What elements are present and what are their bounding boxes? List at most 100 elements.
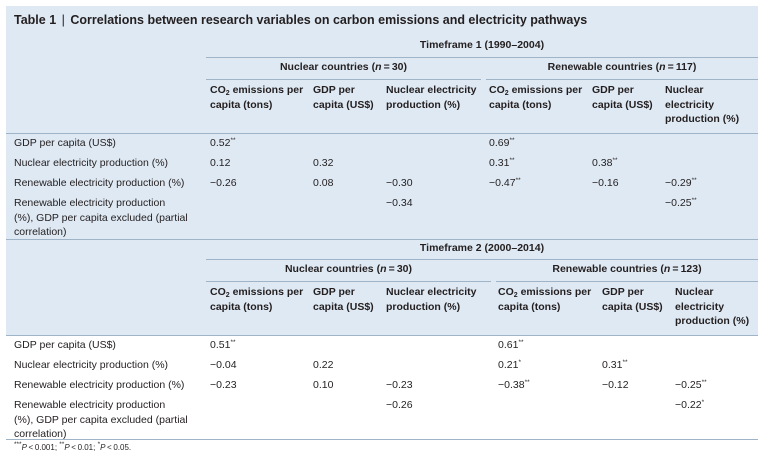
table-cell: 0.22 <box>313 358 333 373</box>
cell-value: −0.23 <box>386 379 413 391</box>
co2-text: CO <box>210 286 226 298</box>
table-cell: 0.08 <box>313 176 333 191</box>
group-close: ) <box>692 61 697 73</box>
eq-sign: = <box>665 61 676 73</box>
table-cell: 0.38** <box>592 156 618 171</box>
row-label-text: Renewable electricity production (%) <box>14 177 185 189</box>
n-letter: n <box>659 61 666 73</box>
cell-value: 0.38 <box>592 157 613 169</box>
row-label-text: GDP per capita (US$) <box>14 137 116 149</box>
group-prefix: Nuclear countries ( <box>279 61 376 73</box>
significance-marker: ** <box>691 197 697 204</box>
group-prefix: Renewable countries ( <box>552 263 664 275</box>
significance-marker: ** <box>622 359 628 366</box>
row-label-text: correlation) <box>14 428 67 440</box>
group-close: ) <box>403 61 408 73</box>
table-cell: −0.30 <box>386 176 413 191</box>
co2-text: CO <box>210 84 226 96</box>
cell-value: −0.23 <box>210 379 237 391</box>
co2-subscript: 2 <box>513 292 518 299</box>
nuc-text: production (%) <box>386 300 461 313</box>
cell-value: 0.31 <box>489 157 510 169</box>
rule <box>496 281 758 282</box>
footnote-stars: * <box>97 441 101 448</box>
table-title-bar: Table 1 | Correlations between research … <box>6 6 758 34</box>
table-cell: −0.29** <box>665 176 697 191</box>
cell-value: −0.38 <box>498 379 525 391</box>
group-prefix: Nuclear countries ( <box>284 263 381 275</box>
footnote-p: P <box>100 443 106 452</box>
cell-value: 0.12 <box>210 157 231 169</box>
table-cell: −0.25** <box>665 196 697 211</box>
col-head-co2-tf2-nuc: CO2 emissions per capita (tons) <box>210 285 303 314</box>
cell-value: −0.29 <box>665 177 692 189</box>
col-head-co2-tf2-ren: CO2 emissions per capita (tons) <box>498 285 591 314</box>
rule <box>206 281 491 282</box>
footnote-text: < 0.05. <box>105 443 132 452</box>
cell-value: −0.34 <box>386 197 413 209</box>
row-label: Nuclear electricity production (%) <box>14 156 168 171</box>
co2-subscript: 2 <box>225 90 230 97</box>
table-cell: 0.10 <box>313 378 333 393</box>
cell-value: 0.32 <box>313 157 334 169</box>
rule <box>486 79 758 80</box>
row-label: Renewable electricity production (%) <box>14 378 184 393</box>
gdp-text: capita (US$) <box>313 98 374 111</box>
significance-marker: ** <box>509 157 515 164</box>
gdp-text: GDP per <box>313 84 355 96</box>
co2-text: capita (tons) <box>210 98 273 111</box>
significance-marker: ** <box>515 177 521 184</box>
col-head-gdp-tf1-ren: GDP per capita (US$) <box>592 83 653 112</box>
significance-marker: ** <box>701 379 707 386</box>
table-cell: 0.12 <box>210 156 230 171</box>
cell-value: 0.08 <box>313 177 334 189</box>
nuc-text: Nuclear <box>675 286 714 298</box>
co2-text: capita (tons) <box>210 300 273 313</box>
table-cell: 0.32 <box>313 156 333 171</box>
table-cell: −0.22* <box>675 398 704 413</box>
cell-value: −0.30 <box>386 177 413 189</box>
gdp-text: capita (US$) <box>313 300 374 313</box>
row-label-text: Renewable electricity production <box>14 197 166 209</box>
table-cell: 0.61** <box>498 338 524 353</box>
n-letter: n <box>375 61 382 73</box>
table-cell: 0.31** <box>602 358 628 373</box>
cell-value: −0.26 <box>386 399 413 411</box>
table-cell: 0.69** <box>489 136 515 151</box>
row-label: GDP per capita (US$) <box>14 136 116 151</box>
table-cell: −0.12 <box>602 378 629 393</box>
rule <box>206 79 481 80</box>
col-head-gdp-tf1-nuc: GDP per capita (US$) <box>313 83 374 112</box>
significance-marker: ** <box>524 379 530 386</box>
n-value: 117 <box>675 61 693 73</box>
nuc-text: production (%) <box>386 98 461 111</box>
cell-value: −0.04 <box>210 359 237 371</box>
significance-marker: * <box>701 399 705 406</box>
table-cell: −0.26 <box>210 176 237 191</box>
n-letter: n <box>380 263 387 275</box>
group-nuclear-tf2: Nuclear countries (n = 30) <box>206 262 491 277</box>
col-head-gdp-tf2-nuc: GDP per capita (US$) <box>313 285 374 314</box>
footnote-text: < 0.01; <box>69 443 98 452</box>
table-cell: −0.47** <box>489 176 521 191</box>
row-label-text: (%), GDP per capita excluded (partial <box>14 211 188 224</box>
gdp-text: capita (US$) <box>602 300 663 313</box>
footnote: ***P < 0.001; **P < 0.01; *P < 0.05. <box>14 441 132 453</box>
cell-value: 0.51 <box>210 339 231 351</box>
row-label-text: Renewable electricity production (%) <box>14 379 185 391</box>
col-head-nuclear-tf2-nuc: Nuclear electricity production (%) <box>386 285 476 314</box>
group-prefix: Renewable countries ( <box>547 61 660 73</box>
co2-subscript: 2 <box>225 292 230 299</box>
table-cell: −0.23 <box>210 378 237 393</box>
cell-value: 0.21 <box>498 359 519 371</box>
nuc-text: Nuclear <box>665 84 704 96</box>
rule <box>6 239 758 240</box>
cell-value: 0.69 <box>489 137 510 149</box>
group-renewable-tf1: Renewable countries (n = 117) <box>486 60 758 75</box>
significance-marker: ** <box>230 137 236 144</box>
col-head-gdp-tf2-ren: GDP per capita (US$) <box>602 285 663 314</box>
footnote-stars: *** <box>14 441 22 448</box>
rule <box>206 57 758 58</box>
row-label: GDP per capita (US$) <box>14 338 116 353</box>
co2-text: CO <box>489 84 505 96</box>
